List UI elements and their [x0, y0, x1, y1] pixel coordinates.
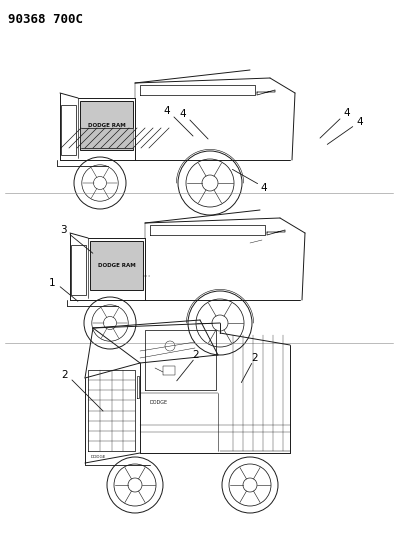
Text: DODGE RAM: DODGE RAM	[88, 123, 125, 128]
Text: 2: 2	[62, 370, 68, 380]
Text: 1: 1	[49, 278, 55, 288]
Text: 4: 4	[164, 106, 170, 116]
Bar	[71, 245, 86, 295]
Bar	[80, 101, 133, 150]
Text: 3: 3	[60, 225, 66, 235]
Text: 90368 700C: 90368 700C	[8, 13, 83, 26]
Text: DODGE RAM: DODGE RAM	[98, 263, 135, 268]
Text: 4: 4	[357, 117, 363, 127]
Text: DODGE: DODGE	[150, 400, 168, 406]
Bar	[61, 105, 76, 155]
Text: 2: 2	[193, 350, 199, 360]
Text: 4: 4	[179, 109, 186, 119]
Text: DODGE: DODGE	[91, 455, 106, 459]
Bar	[90, 241, 143, 290]
Text: 4: 4	[344, 108, 350, 118]
Text: 4: 4	[261, 183, 267, 193]
Text: 2: 2	[252, 353, 258, 363]
